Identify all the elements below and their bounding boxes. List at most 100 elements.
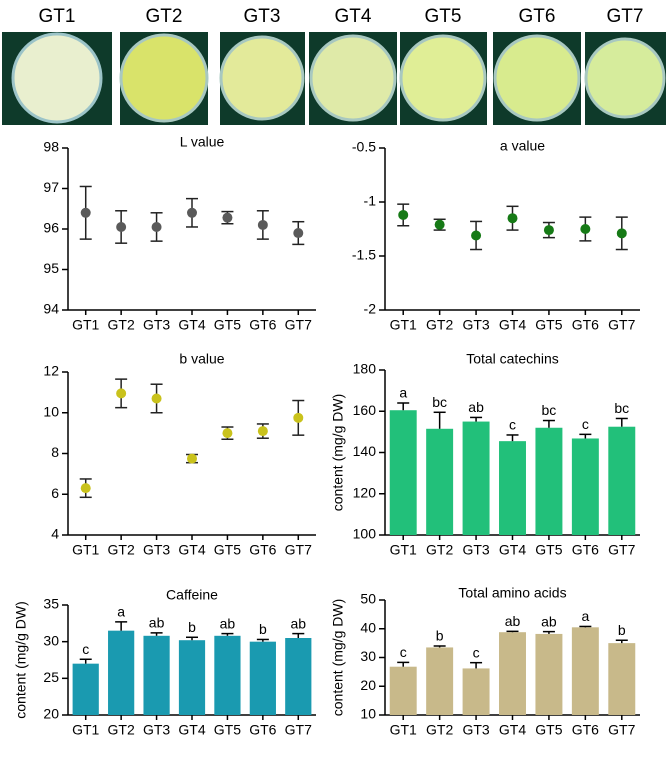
bar xyxy=(499,632,526,715)
x-tick-label: GT7 xyxy=(608,542,635,558)
x-tick-label: GT7 xyxy=(285,317,312,333)
bar xyxy=(426,429,453,535)
significance-letter: ab xyxy=(541,613,557,629)
x-tick-label: GT4 xyxy=(499,722,526,738)
significance-letter: ab xyxy=(290,615,306,631)
significance-letter: c xyxy=(582,416,589,432)
y-tick-label: 95 xyxy=(43,260,59,276)
bar xyxy=(572,438,599,535)
significance-letter: a xyxy=(117,604,125,620)
significance-letter: c xyxy=(473,644,480,660)
bar xyxy=(73,664,99,715)
x-tick-label: GT3 xyxy=(462,722,489,738)
y-axis-label: content (mg/g DW) xyxy=(13,601,29,718)
y-tick-label: 20 xyxy=(360,677,376,693)
photo-label: GT7 xyxy=(607,6,644,27)
photo-dish xyxy=(221,37,303,119)
y-tick-label: 35 xyxy=(43,596,59,612)
x-tick-label: GT1 xyxy=(390,542,417,558)
point xyxy=(471,230,481,240)
y-tick-label: 98 xyxy=(43,139,59,155)
x-tick-label: GT2 xyxy=(108,722,135,738)
significance-letter: b xyxy=(618,622,626,638)
point xyxy=(187,208,197,218)
y-tick-label: 25 xyxy=(43,669,59,685)
point xyxy=(222,213,232,223)
y-tick-label: -2 xyxy=(364,301,377,317)
photo-dish xyxy=(121,35,207,121)
x-tick-label: GT5 xyxy=(535,722,562,738)
x-tick-label: GT4 xyxy=(499,542,526,558)
x-tick-label: GT3 xyxy=(462,317,489,333)
x-tick-label: GT5 xyxy=(214,722,241,738)
y-tick-label: 30 xyxy=(360,648,376,664)
bar xyxy=(285,638,311,715)
x-tick-label: GT3 xyxy=(143,542,170,558)
point xyxy=(222,428,232,438)
y-tick-label: -1.5 xyxy=(352,247,376,263)
y-tick-label: 30 xyxy=(43,632,59,648)
bar xyxy=(214,636,240,715)
photo-label: GT6 xyxy=(519,6,556,27)
x-tick-label: GT6 xyxy=(249,722,276,738)
figure: GT1GT2GT3GT4GT5GT6GT7L value9495969798GT… xyxy=(0,0,668,767)
y-tick-label: 120 xyxy=(353,484,377,500)
photo-label: GT3 xyxy=(244,6,281,27)
x-tick-label: GT2 xyxy=(426,722,453,738)
point xyxy=(617,228,627,238)
photo-label: GT4 xyxy=(335,6,372,27)
bar xyxy=(143,636,169,715)
significance-letter: ab xyxy=(149,615,165,631)
y-tick-label: 180 xyxy=(353,361,377,377)
bar xyxy=(390,667,417,715)
significance-letter: c xyxy=(509,417,516,433)
point xyxy=(435,220,445,230)
y-axis-label: content (mg/g DW) xyxy=(330,599,346,716)
significance-letter: bc xyxy=(542,402,557,418)
y-axis-label: content (mg/g DW) xyxy=(330,394,346,511)
y-tick-label: 10 xyxy=(43,403,59,419)
y-tick-label: 100 xyxy=(353,526,377,542)
x-tick-label: GT7 xyxy=(285,542,312,558)
significance-letter: a xyxy=(399,385,407,401)
x-tick-label: GT3 xyxy=(143,317,170,333)
chart-title: Total catechins xyxy=(466,351,559,367)
y-tick-label: 12 xyxy=(43,363,59,379)
photo-dish xyxy=(495,36,579,120)
y-tick-label: 20 xyxy=(43,706,59,722)
significance-letter: ab xyxy=(220,615,236,631)
photo-dish xyxy=(586,39,664,117)
x-tick-label: GT4 xyxy=(178,722,205,738)
significance-letter: bc xyxy=(614,400,629,416)
y-tick-label: 8 xyxy=(51,444,59,460)
x-tick-label: GT7 xyxy=(608,317,635,333)
y-tick-label: 94 xyxy=(43,301,59,317)
x-tick-label: GT1 xyxy=(390,317,417,333)
y-tick-label: 4 xyxy=(51,526,59,542)
point xyxy=(81,483,91,493)
significance-letter: bc xyxy=(432,394,447,410)
x-tick-label: GT6 xyxy=(249,542,276,558)
x-tick-label: GT5 xyxy=(535,317,562,333)
bar xyxy=(535,428,562,535)
y-tick-label: 40 xyxy=(360,619,376,635)
bar xyxy=(608,427,635,535)
x-tick-label: GT4 xyxy=(178,317,205,333)
chart-title: L value xyxy=(180,134,225,150)
point xyxy=(258,426,268,436)
chart-title: Caffeine xyxy=(166,587,218,603)
point xyxy=(580,224,590,234)
x-tick-label: GT7 xyxy=(285,722,312,738)
x-tick-label: GT2 xyxy=(108,317,135,333)
y-tick-label: 96 xyxy=(43,220,59,236)
point xyxy=(508,213,518,223)
significance-letter: c xyxy=(400,644,407,660)
x-tick-label: GT5 xyxy=(535,542,562,558)
bar xyxy=(608,643,635,715)
significance-letter: b xyxy=(436,628,444,644)
y-tick-label: 10 xyxy=(360,706,376,722)
photo-label: GT5 xyxy=(425,6,462,27)
point xyxy=(152,222,162,232)
significance-letter: c xyxy=(82,641,89,657)
bar xyxy=(463,668,490,715)
